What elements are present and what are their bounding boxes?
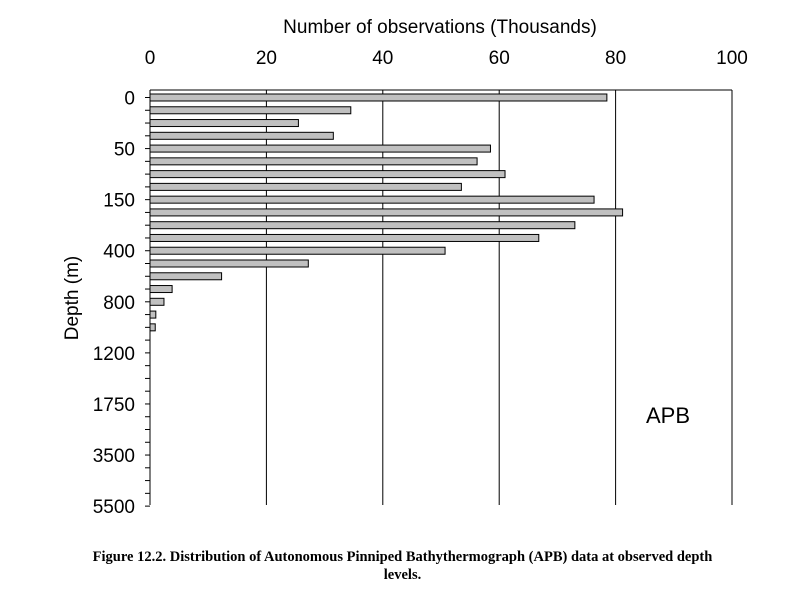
bar bbox=[149, 272, 223, 281]
bar bbox=[149, 208, 624, 217]
bar bbox=[149, 144, 491, 153]
y-tick-label: 5500 bbox=[93, 497, 135, 518]
caption-line-1: Figure 12.2. Distribution of Autonomous … bbox=[92, 549, 713, 565]
y-tick-label: 150 bbox=[103, 191, 135, 212]
bar bbox=[149, 182, 462, 191]
axes-layer: 0 20 40 60 80 100 0 50 150 400 800 1200 1750 3500 5500 bbox=[93, 48, 748, 518]
bar bbox=[149, 119, 299, 128]
bar bbox=[149, 93, 608, 102]
bar bbox=[149, 233, 540, 242]
bar bbox=[149, 310, 157, 319]
chart-annotation: APB bbox=[646, 403, 690, 428]
bar bbox=[149, 297, 165, 306]
y-tick-label: 50 bbox=[114, 140, 135, 161]
bar bbox=[149, 259, 309, 268]
figure-caption: Figure 12.2. Distribution of Autonomous … bbox=[20, 548, 785, 584]
x-axis-title: Number of observations (Thousands) bbox=[283, 17, 597, 38]
x-tick-label: 60 bbox=[489, 48, 510, 69]
y-tick-label: 1750 bbox=[93, 395, 135, 416]
bar bbox=[149, 285, 173, 294]
y-axis-title: Depth (m) bbox=[62, 256, 83, 340]
x-tick-label: 0 bbox=[145, 48, 156, 69]
y-tick-label: 1200 bbox=[93, 344, 135, 365]
bar bbox=[149, 131, 334, 140]
y-tick-label: 400 bbox=[103, 242, 135, 263]
x-tick-label: 80 bbox=[605, 48, 626, 69]
bar bbox=[149, 106, 352, 115]
bar bbox=[149, 195, 595, 204]
y-tick-label: 0 bbox=[124, 89, 135, 110]
bar bbox=[149, 170, 506, 179]
caption-line-2: levels. bbox=[383, 567, 422, 583]
bar bbox=[149, 221, 576, 230]
y-tick-label: 3500 bbox=[93, 446, 135, 467]
bars-layer bbox=[149, 93, 624, 332]
y-tick-label: 800 bbox=[103, 293, 135, 314]
x-tick-label: 100 bbox=[716, 48, 748, 69]
x-tick-label: 20 bbox=[256, 48, 277, 69]
bar bbox=[149, 246, 446, 255]
bar bbox=[149, 323, 156, 332]
x-tick-label: 40 bbox=[372, 48, 393, 69]
bar bbox=[149, 157, 478, 166]
